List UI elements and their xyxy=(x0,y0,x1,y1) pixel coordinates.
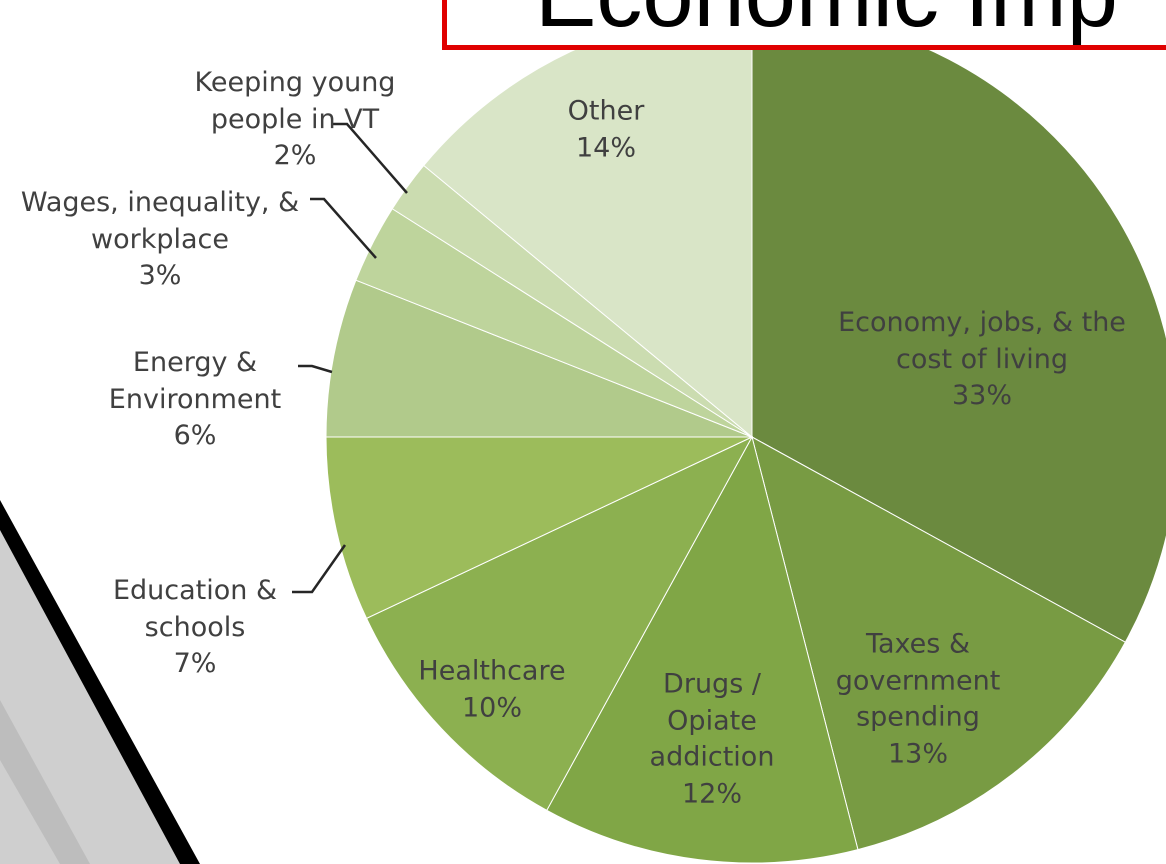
slice-label: Education & schools 7% xyxy=(95,573,295,683)
value-label: 10% xyxy=(461,692,522,723)
slice-label: Healthcare 10% xyxy=(412,653,572,726)
slice-label: Drugs / Opiate addiction 12% xyxy=(642,667,782,814)
slice-label: Taxes & government spending 13% xyxy=(818,627,1018,774)
value-label: 2% xyxy=(273,140,317,172)
category-label: Energy & Environment xyxy=(108,346,282,415)
leader-line xyxy=(333,122,408,194)
slice-label: Other 14% xyxy=(526,93,686,166)
title-box: Economic Imp xyxy=(442,0,1166,50)
pie-slice xyxy=(751,436,1126,851)
newspaper-detail xyxy=(0,700,90,864)
category-label: Taxes & government spending xyxy=(835,628,1001,733)
value-label: 13% xyxy=(887,738,948,770)
category-label: Drugs / Opiate addiction xyxy=(649,668,775,773)
chart-title: Economic Imp xyxy=(535,0,1118,45)
slice-label: Economy, jobs, & the cost of living 33% xyxy=(837,305,1127,415)
category-label: Economy, jobs, & the cost of living xyxy=(838,306,1126,375)
newspaper xyxy=(0,500,200,864)
leader-lines xyxy=(292,122,408,594)
leader-line xyxy=(298,364,333,374)
pie-slice xyxy=(325,279,753,438)
slice-label: Wages, inequality, & workplace 3% xyxy=(5,185,315,295)
value-label: 3% xyxy=(138,260,182,292)
value-label: 6% xyxy=(173,420,217,452)
pie-slice xyxy=(365,435,754,811)
value-label: 7% xyxy=(173,648,217,680)
pie-slice xyxy=(325,436,753,620)
value-label: 33% xyxy=(951,380,1012,412)
category-label: Healthcare xyxy=(418,655,566,687)
category-label: Keeping young people in VT xyxy=(194,66,396,135)
value-label: 14% xyxy=(575,132,636,163)
newspaper-photo xyxy=(0,530,180,864)
slice-label: Keeping young people in VT 2% xyxy=(165,65,425,175)
pie xyxy=(325,10,1166,864)
slice-label: Energy & Environment 6% xyxy=(85,345,305,455)
category-label: Wages, inequality, & workplace xyxy=(20,186,300,255)
leader-line xyxy=(310,197,377,259)
pie-slice xyxy=(546,435,859,864)
category-label: Other xyxy=(567,95,645,127)
category-label: Education & schools xyxy=(112,574,278,643)
value-label: 12% xyxy=(681,778,742,810)
leader-line xyxy=(292,544,347,594)
